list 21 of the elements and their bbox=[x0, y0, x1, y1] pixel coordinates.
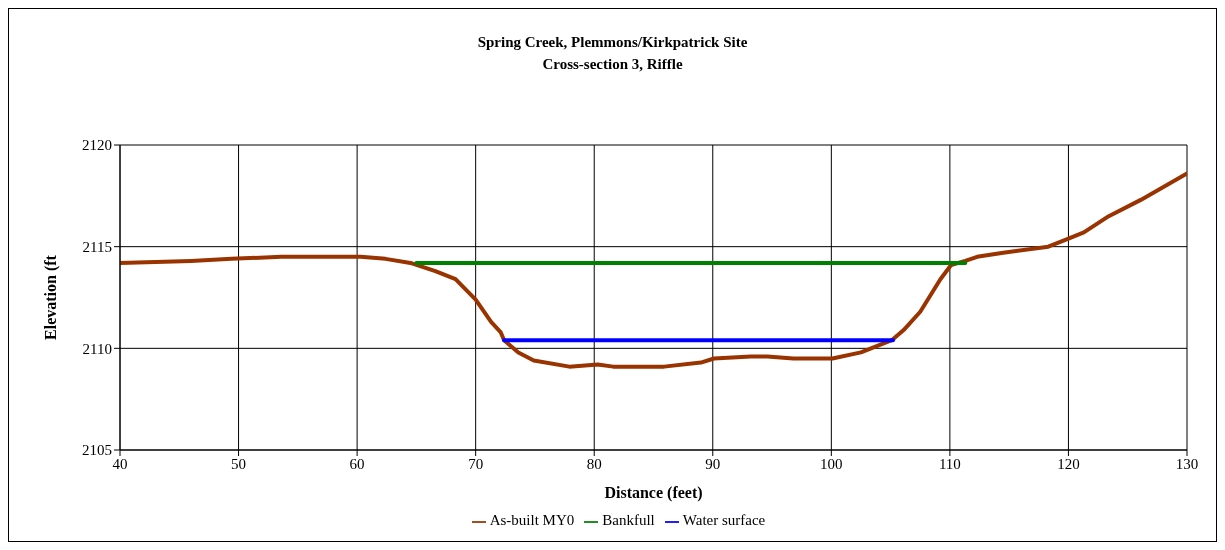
x-tick-label: 130 bbox=[1175, 455, 1199, 472]
y-tick-label: 2110 bbox=[82, 340, 112, 357]
x-axis-title: Distance (feet) bbox=[604, 484, 703, 502]
x-tick-label: 120 bbox=[1057, 455, 1080, 472]
x-tick-label: 60 bbox=[349, 455, 365, 472]
x-tick-label: 90 bbox=[705, 455, 721, 472]
x-tick-label: 40 bbox=[112, 455, 128, 472]
legend-label: As-built MY0 bbox=[489, 512, 575, 528]
x-tick-label: 70 bbox=[468, 455, 484, 472]
x-tick-label: 80 bbox=[586, 455, 602, 472]
x-tick-label: 110 bbox=[938, 455, 961, 472]
y-axis-title: Elevation (ft bbox=[41, 254, 60, 340]
legend-label: Bankfull bbox=[602, 512, 655, 528]
x-tick-label: 50 bbox=[231, 455, 247, 472]
chart-subtitle: Cross-section 3, Riffle bbox=[541, 55, 684, 74]
y-tick-label: 2120 bbox=[82, 137, 112, 154]
x-tick-label: 100 bbox=[820, 455, 843, 472]
legend-label: Water surface bbox=[682, 512, 766, 528]
chart-title: Spring Creek, Plemmons/Kirkpatrick Site bbox=[476, 33, 749, 52]
y-tick-label: 2105 bbox=[82, 442, 112, 459]
y-tick-label: 2115 bbox=[82, 238, 112, 255]
